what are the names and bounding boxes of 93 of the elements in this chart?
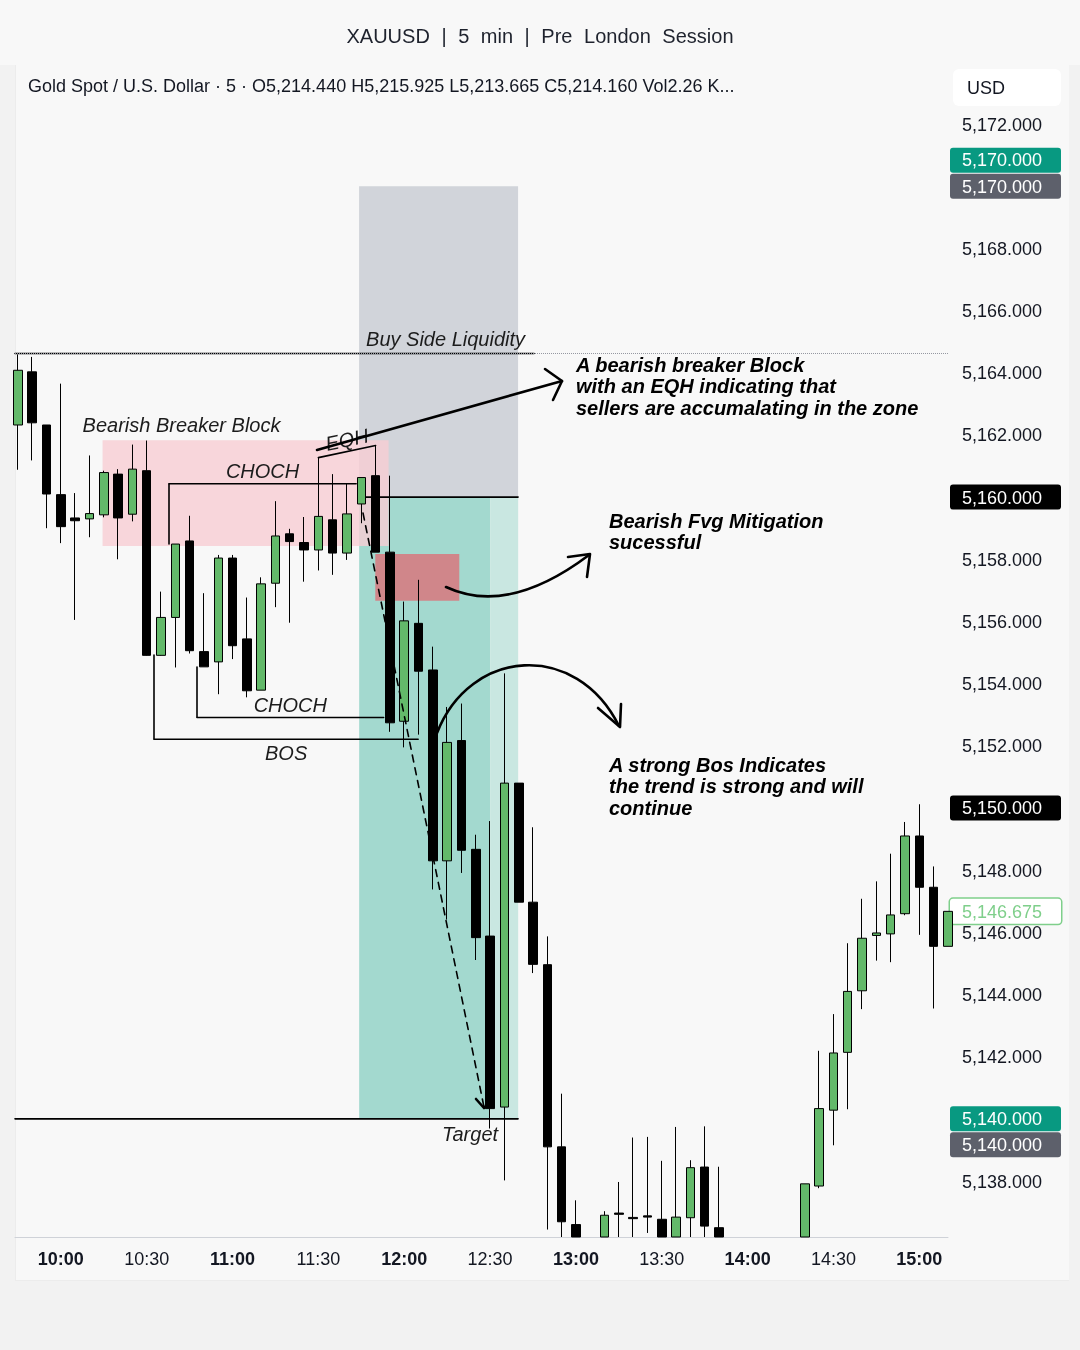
chart-title: XAUUSD | 5 min | Pre London Session <box>346 24 734 49</box>
candlestick <box>285 528 294 624</box>
y-tick-label: 5,156.000 <box>962 611 1043 632</box>
candlestick <box>156 591 166 657</box>
y-tick-label: 5,160.000 <box>962 487 1043 508</box>
y-tick-label: 5,152.000 <box>962 736 1043 757</box>
candlestick <box>42 424 51 529</box>
candlestick <box>185 515 194 654</box>
x-tick-label: 14:00 <box>724 1249 771 1269</box>
candlestick <box>671 1126 681 1238</box>
candlestick <box>56 383 66 544</box>
x-tick-label: 13:00 <box>552 1249 599 1269</box>
candlestick <box>171 543 180 668</box>
candlestick <box>800 1183 810 1238</box>
series-label: Bearish Breaker Block <box>82 414 282 437</box>
annotation: Bearish Fvg Mitigation sucessful <box>609 509 824 554</box>
y-tick-label: 5,158.000 <box>962 549 1043 570</box>
series-label: BOS <box>264 742 308 765</box>
x-tick-label: 13:30 <box>639 1249 685 1269</box>
candlestick <box>271 500 280 608</box>
candlestick <box>714 1166 724 1238</box>
y-tick-label: 5,164.000 <box>962 363 1043 384</box>
annotation: A bearish breaker Block with an EQH indicating that sellers are accumalating in the zone <box>575 353 919 419</box>
y-tick-label: 5,148.000 <box>962 860 1043 881</box>
candlestick <box>113 468 123 560</box>
series-label: CHOCH <box>225 459 300 482</box>
candlestick <box>457 703 466 874</box>
candlestick <box>442 706 452 921</box>
x-tick-label: 10:30 <box>124 1249 170 1269</box>
candlestick <box>528 826 538 974</box>
y-tick-label: 5,146.675 <box>962 901 1043 922</box>
candlestick <box>414 579 423 736</box>
y-tick-label: 5,140.000 <box>962 1109 1043 1130</box>
candlestick <box>571 1199 581 1238</box>
candlestick <box>814 1050 824 1189</box>
candlestick <box>886 853 895 963</box>
y-tick-label: 5,142.000 <box>962 1047 1043 1068</box>
candlestick <box>27 356 37 461</box>
candlestick <box>657 1160 667 1238</box>
candlestick <box>929 865 938 1010</box>
y-tick-label: 5,170.000 <box>962 176 1043 197</box>
candlestick <box>256 576 266 691</box>
candlestick <box>600 1210 609 1238</box>
y-tick-label: 5,138.000 <box>962 1171 1043 1192</box>
candlestick <box>242 597 252 698</box>
y-tick-label: 5,168.000 <box>962 238 1043 259</box>
x-tick-label: 11:00 <box>210 1249 256 1269</box>
candlestick <box>614 1181 624 1238</box>
candlestick <box>471 834 481 961</box>
candlestick <box>557 1093 566 1238</box>
candlestick <box>299 516 309 583</box>
y-tick-label: 5,146.000 <box>962 922 1043 943</box>
y-axis-title: USD <box>967 77 1006 99</box>
candlestick <box>843 942 852 1110</box>
candlestick <box>943 910 953 947</box>
x-tick-label: 12:00 <box>381 1249 428 1269</box>
candlestick <box>900 821 910 916</box>
candlestick <box>85 454 94 538</box>
y-tick-label: 5,166.000 <box>962 301 1043 322</box>
candlestick <box>99 470 109 518</box>
x-tick-label: 12:30 <box>467 1249 513 1269</box>
candlestick <box>543 935 552 1231</box>
legend-label: Target <box>442 1122 500 1145</box>
x-tick-label: 11:30 <box>296 1249 341 1269</box>
candlestick <box>915 803 924 936</box>
y-tick-label: 5,144.000 <box>962 985 1043 1006</box>
candlestick <box>857 898 867 1010</box>
series-label: CHOCH <box>253 693 328 716</box>
x-tick-label: 10:00 <box>37 1249 84 1269</box>
y-tick-label: 5,162.000 <box>962 425 1043 446</box>
candlestick <box>199 592 209 668</box>
candlestick <box>70 492 80 621</box>
candlestick <box>428 646 438 890</box>
candlestick <box>214 554 223 695</box>
candlestick <box>872 880 881 962</box>
y-tick-label: 5,154.000 <box>962 674 1043 695</box>
x-tick-label: 15:00 <box>896 1249 943 1269</box>
candlestick <box>128 444 137 522</box>
x-tick-label: 14:30 <box>810 1249 856 1269</box>
candlestick <box>829 1013 838 1146</box>
candlestick <box>228 554 237 660</box>
candlestick <box>628 1137 638 1238</box>
y-tick-label: 5,150.000 <box>962 798 1043 819</box>
candlestick <box>514 782 524 903</box>
text: Gold Spot / U.S. Dollar · 5 · O5,214.440 H5,215.925 L5,213.665 C5,214.160 Vol2.26 K... <box>28 75 735 97</box>
candlestick <box>700 1125 709 1238</box>
candlestick <box>643 1136 652 1234</box>
series-label: Buy Side Liquidity <box>366 328 527 351</box>
y-tick-label: 5,172.000 <box>962 114 1043 135</box>
candlestick <box>142 440 151 657</box>
annotation: A strong Bos Indicates the trend is strong and will continue <box>608 753 864 819</box>
candlestick <box>686 1159 695 1238</box>
candlestick <box>13 353 23 471</box>
